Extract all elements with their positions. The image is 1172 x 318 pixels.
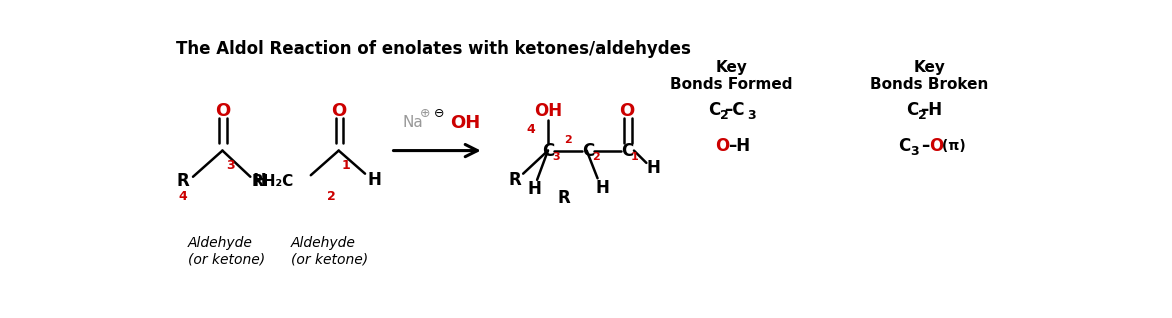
Text: C: C [898, 137, 911, 155]
Text: C: C [621, 142, 633, 160]
Text: OH: OH [450, 114, 481, 132]
Text: –H: –H [728, 137, 750, 155]
Text: H: H [527, 180, 541, 198]
Text: C: C [906, 101, 919, 119]
Text: The Aldol Reaction of enolates with ketones/aldehydes: The Aldol Reaction of enolates with keto… [176, 40, 690, 58]
Text: 2: 2 [564, 135, 572, 145]
Text: 2: 2 [918, 109, 927, 122]
Text: 3: 3 [552, 152, 559, 162]
Text: RH₂C: RH₂C [252, 174, 294, 189]
Text: 2: 2 [592, 152, 600, 162]
Text: 3: 3 [911, 145, 919, 158]
Text: 4: 4 [178, 190, 188, 203]
Text: ⊕: ⊕ [421, 107, 431, 120]
Text: Aldehyde: Aldehyde [188, 236, 252, 250]
Text: (π): (π) [936, 139, 966, 153]
Text: –: – [921, 137, 929, 155]
Text: R: R [177, 172, 190, 190]
Text: 2: 2 [327, 190, 335, 203]
Text: O: O [929, 137, 943, 155]
Text: Key: Key [716, 60, 748, 75]
Text: –H: –H [920, 101, 942, 119]
Text: OH: OH [534, 101, 563, 120]
Text: 1: 1 [631, 152, 639, 162]
Text: H: H [253, 172, 266, 190]
Text: 1: 1 [341, 160, 350, 172]
Text: 4: 4 [526, 122, 536, 135]
Text: C: C [582, 142, 594, 160]
Text: O: O [619, 101, 634, 120]
Text: O: O [715, 137, 729, 155]
Text: C: C [708, 101, 721, 119]
Text: R: R [557, 189, 570, 207]
Text: Aldehyde: Aldehyde [291, 236, 355, 250]
Text: Bonds Formed: Bonds Formed [670, 77, 793, 92]
Text: 2: 2 [721, 109, 729, 122]
Text: Bonds Broken: Bonds Broken [870, 77, 988, 92]
Text: (or ketone): (or ketone) [188, 253, 265, 267]
Text: Key: Key [913, 60, 945, 75]
Text: O: O [331, 101, 346, 120]
Text: –C: –C [723, 101, 744, 119]
Text: H: H [647, 158, 660, 176]
Text: H: H [595, 178, 609, 197]
Text: 3: 3 [748, 109, 756, 122]
Text: 3: 3 [226, 160, 234, 172]
Text: (or ketone): (or ketone) [291, 253, 368, 267]
Text: ⊖: ⊖ [434, 107, 444, 120]
Text: O: O [214, 101, 230, 120]
Text: R: R [509, 171, 522, 189]
Text: Na: Na [402, 115, 423, 130]
Text: C: C [541, 142, 554, 160]
Text: H: H [367, 171, 381, 189]
